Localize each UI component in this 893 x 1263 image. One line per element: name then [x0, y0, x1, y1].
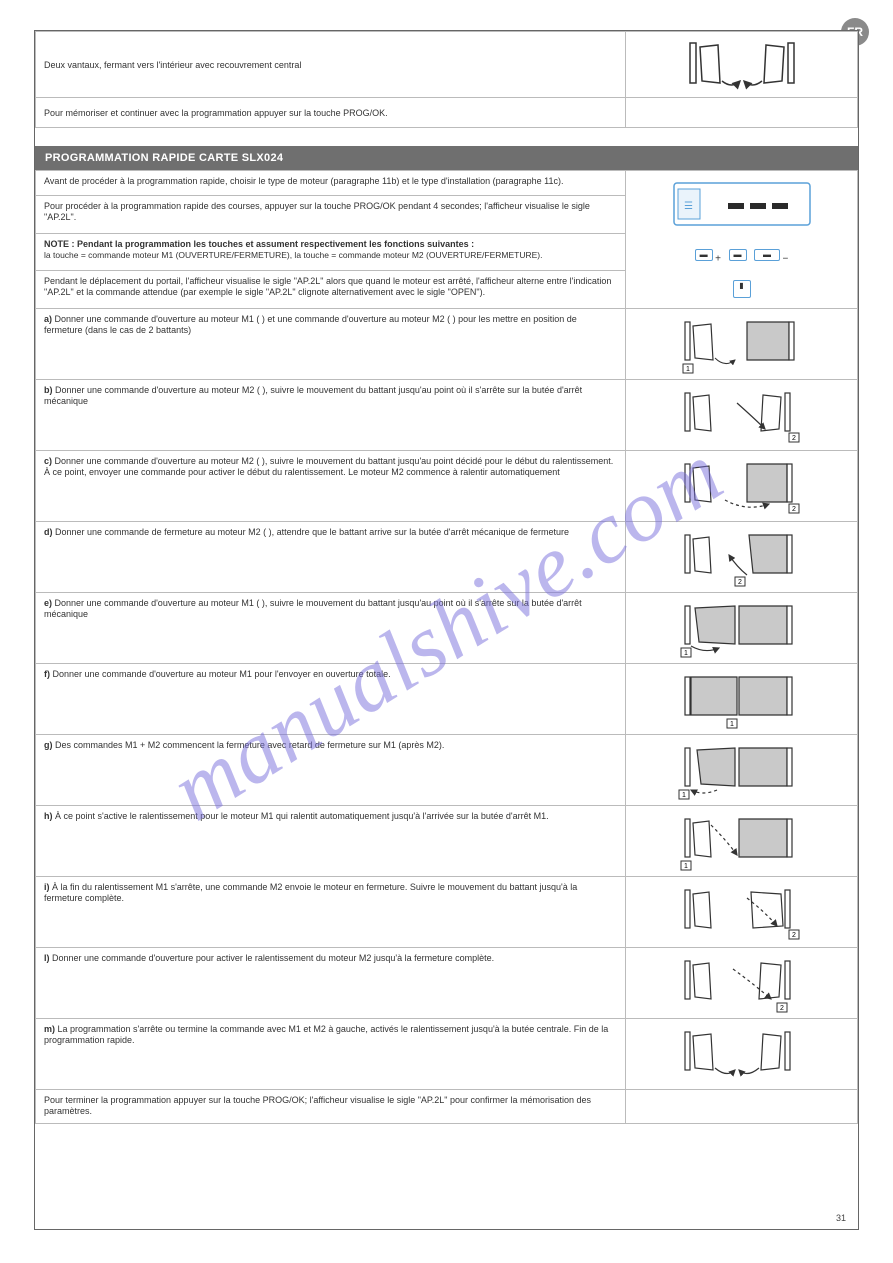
table-row: g) Des commandes M1 + M2 commencent la f…	[36, 734, 858, 805]
intro-p1: Avant de procéder à la programmation rap…	[36, 171, 626, 196]
svg-text:1: 1	[686, 366, 690, 373]
table-row: h) À ce point s'active le ralentissement…	[36, 805, 858, 876]
table-row: Avant de procéder à la programmation rap…	[36, 171, 858, 196]
step-h-diagram: 1	[626, 805, 858, 876]
step-e-diagram: 1	[626, 592, 858, 663]
main-steps-table: Avant de procéder à la programmation rap…	[35, 170, 858, 1124]
step-a: a) Donner une commande d'ouverture au mo…	[36, 308, 626, 379]
table-row: m) La programmation s'arrête ou termine …	[36, 1018, 858, 1089]
table-row: l) Donner une commande d'ouverture pour …	[36, 947, 858, 1018]
step-b: b) Donner une commande d'ouverture au mo…	[36, 379, 626, 450]
content-frame: Deux vantaux, fermant vers l'intérieur a…	[34, 30, 859, 1230]
svg-text:2: 2	[792, 506, 796, 513]
page-number: 31	[836, 1213, 846, 1223]
svg-text:☰: ☰	[684, 201, 693, 212]
svg-text:2: 2	[792, 932, 796, 939]
step-i: i) À la fin du ralentissement M1 s'arrêt…	[36, 876, 626, 947]
step-j: l) Donner une commande d'ouverture pour …	[36, 947, 626, 1018]
intro-note-body: la touche = commande moteur M1 (OUVERTUR…	[44, 250, 543, 260]
section-header: PROGRAMMATION RAPIDE CARTE SLX024	[35, 146, 858, 170]
step-final: Pour terminer la programmation appuyer s…	[36, 1089, 626, 1123]
minus-button-icon: ▬	[754, 249, 780, 261]
svg-text:1: 1	[730, 721, 734, 728]
table-row: a) Donner une commande d'ouverture au mo…	[36, 308, 858, 379]
top-row2-diagram	[626, 98, 858, 128]
svg-text:1: 1	[684, 650, 688, 657]
step-k-diagram	[626, 1018, 858, 1089]
table-row: Pour mémoriser et continuer avec la prog…	[36, 98, 858, 128]
prog-button-icon: ▮	[733, 280, 751, 298]
table-row: i) À la fin du ralentissement M1 s'arrêt…	[36, 876, 858, 947]
plus-button-icon: ▬	[695, 249, 713, 261]
plus-label: +	[715, 253, 721, 264]
step-j-diagram: 2	[626, 947, 858, 1018]
table-row: b) Donner une commande d'ouverture au mo…	[36, 379, 858, 450]
top-row2-text: Pour mémoriser et continuer avec la prog…	[36, 98, 626, 128]
top-row1-text: Deux vantaux, fermant vers l'intérieur a…	[36, 32, 626, 98]
intro-p2: Pour procéder à la programmation rapide …	[36, 195, 626, 233]
top-row1-diagram	[626, 32, 858, 98]
step-c: c) Donner une commande d'ouverture au mo…	[36, 450, 626, 521]
svg-text:2: 2	[780, 1005, 784, 1012]
table-row: Pour terminer la programmation appuyer s…	[36, 1089, 858, 1123]
step-e: e) Donner une commande d'ouverture au mo…	[36, 592, 626, 663]
intro-display-diagram: ☰ ▬ + ▬ ▬ − ▮	[626, 171, 858, 309]
table-row: f) Donner une commande d'ouverture au mo…	[36, 663, 858, 734]
top-continuation-table: Deux vantaux, fermant vers l'intérieur a…	[35, 31, 858, 128]
intro-p3: Pendant le déplacement du portail, l'aff…	[36, 271, 626, 309]
minus-label: −	[783, 253, 789, 264]
step-a-diagram: 1 1	[626, 308, 858, 379]
table-row: Deux vantaux, fermant vers l'intérieur a…	[36, 32, 858, 98]
step-f-diagram: 1	[626, 663, 858, 734]
intro-note-head: NOTE : Pendant la programmation les touc…	[44, 239, 474, 249]
table-row: c) Donner une commande d'ouverture au mo…	[36, 450, 858, 521]
svg-text:1: 1	[684, 863, 688, 870]
svg-text:2: 2	[792, 435, 796, 442]
page: FR Deux vantaux, fermant vers l'intérieu…	[0, 0, 893, 1263]
step-c-diagram: 2	[626, 450, 858, 521]
step-final-diagram	[626, 1089, 858, 1123]
step-d: d) Donner une commande de fermeture au m…	[36, 521, 626, 592]
intro-note: NOTE : Pendant la programmation les touc…	[36, 233, 626, 271]
step-f: f) Donner une commande d'ouverture au mo…	[36, 663, 626, 734]
step-k: m) La programmation s'arrête ou termine …	[36, 1018, 626, 1089]
step-g-diagram: 1	[626, 734, 858, 805]
svg-text:1: 1	[682, 792, 686, 799]
svg-text:2: 2	[738, 579, 742, 586]
step-h: h) À ce point s'active le ralentissement…	[36, 805, 626, 876]
table-row: e) Donner une commande d'ouverture au mo…	[36, 592, 858, 663]
step-b-diagram: 2	[626, 379, 858, 450]
step-i-diagram: 2	[626, 876, 858, 947]
arrow-button-icon: ▬	[729, 249, 747, 261]
table-row: d) Donner une commande de fermeture au m…	[36, 521, 858, 592]
step-g: g) Des commandes M1 + M2 commencent la f…	[36, 734, 626, 805]
step-d-diagram: 2	[626, 521, 858, 592]
